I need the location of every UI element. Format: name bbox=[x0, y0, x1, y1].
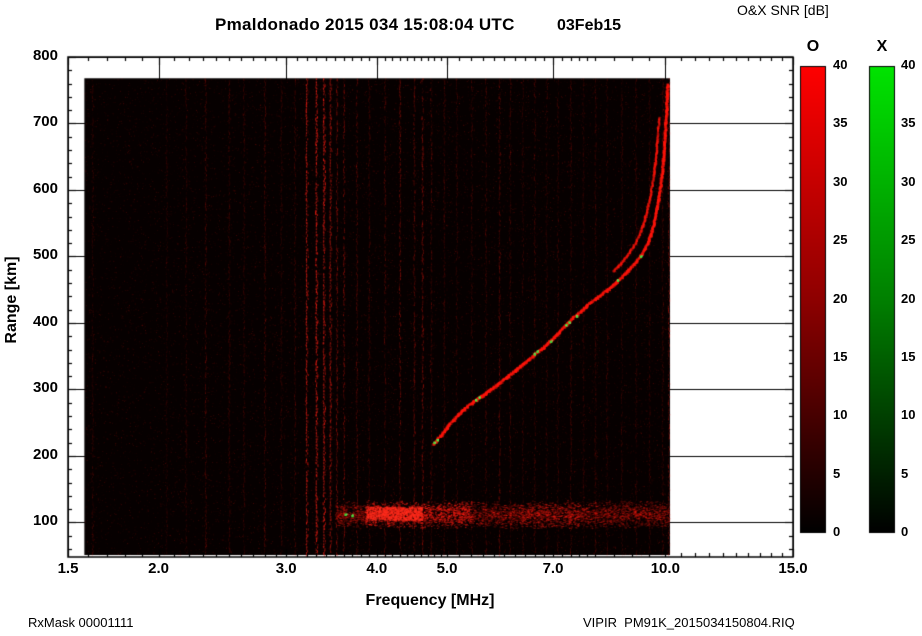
footer-rxmask: RxMask 00001111 bbox=[28, 615, 134, 630]
x-axis-tick-label: 3.0 bbox=[275, 560, 297, 577]
colorbar-o-label: O bbox=[806, 38, 820, 55]
y-axis-tick-label: 700 bbox=[32, 113, 58, 131]
colorbar-x-tick-label: 15 bbox=[901, 348, 916, 364]
colorbar-o-tick-label: 40 bbox=[833, 57, 848, 72]
colorbar-o-tick-label: 5 bbox=[833, 465, 841, 481]
colorbar-x-tick-label: 40 bbox=[901, 57, 916, 72]
colorbar-x-tick-label: 0 bbox=[901, 524, 909, 539]
x-axis-tick-label: 4.0 bbox=[366, 560, 388, 577]
y-axis-tick-label: 600 bbox=[32, 179, 58, 197]
x-axis-label: Frequency [MHz] bbox=[365, 592, 495, 609]
colorbar-o-tick-label: 10 bbox=[833, 407, 848, 423]
colorbar-x-tick-label: 10 bbox=[901, 407, 916, 423]
colorbar-o-tick-label: 15 bbox=[833, 348, 848, 364]
y-axis-tick-label: 200 bbox=[32, 445, 58, 463]
x-axis-tick-label: 2.0 bbox=[148, 560, 169, 577]
colorbar-o-tick-label: 30 bbox=[833, 173, 848, 189]
colorbar-x-tick-label: 20 bbox=[901, 290, 916, 306]
x-axis-tick-label: 15.0 bbox=[778, 560, 808, 577]
colorbar-o-tick-label: 0 bbox=[833, 524, 841, 539]
x-axis-tick-label: 10.0 bbox=[650, 560, 680, 577]
colorbar-o-tick-label: 20 bbox=[833, 290, 848, 306]
x-axis-tick-label: 5.0 bbox=[436, 560, 458, 577]
y-axis-tick-label: 800 bbox=[32, 47, 58, 64]
y-axis-tick-label: 400 bbox=[32, 312, 58, 330]
y-axis-tick-label: 100 bbox=[32, 512, 58, 530]
colorbar-o-tick-label: 25 bbox=[833, 232, 848, 248]
colorbar-x-tick-label: 5 bbox=[901, 465, 909, 481]
x-axis-tick-label: 1.5 bbox=[57, 560, 79, 577]
colorbar-x-label: X bbox=[876, 38, 888, 55]
x-axis-tick-label: 7.0 bbox=[542, 560, 564, 577]
colorbar-x-tick-label: 35 bbox=[901, 115, 916, 131]
y-axis-tick-label: 500 bbox=[32, 246, 58, 264]
plot-date: 03Feb15 bbox=[557, 17, 622, 34]
y-axis-tick-label: 300 bbox=[32, 379, 58, 397]
footer-filename: VIPIR PM91K_2015034150804.RIQ bbox=[583, 615, 795, 630]
colorbar-o-tick-label: 35 bbox=[833, 115, 848, 131]
plot-title: Pmaldonado 2015 034 15:08:04 UTC bbox=[215, 15, 515, 34]
colorbar-x-tick-label: 30 bbox=[901, 173, 916, 189]
colorbar-x-tick-label: 25 bbox=[901, 232, 916, 248]
colorbar-title: O&X SNR [dB] bbox=[737, 2, 829, 18]
